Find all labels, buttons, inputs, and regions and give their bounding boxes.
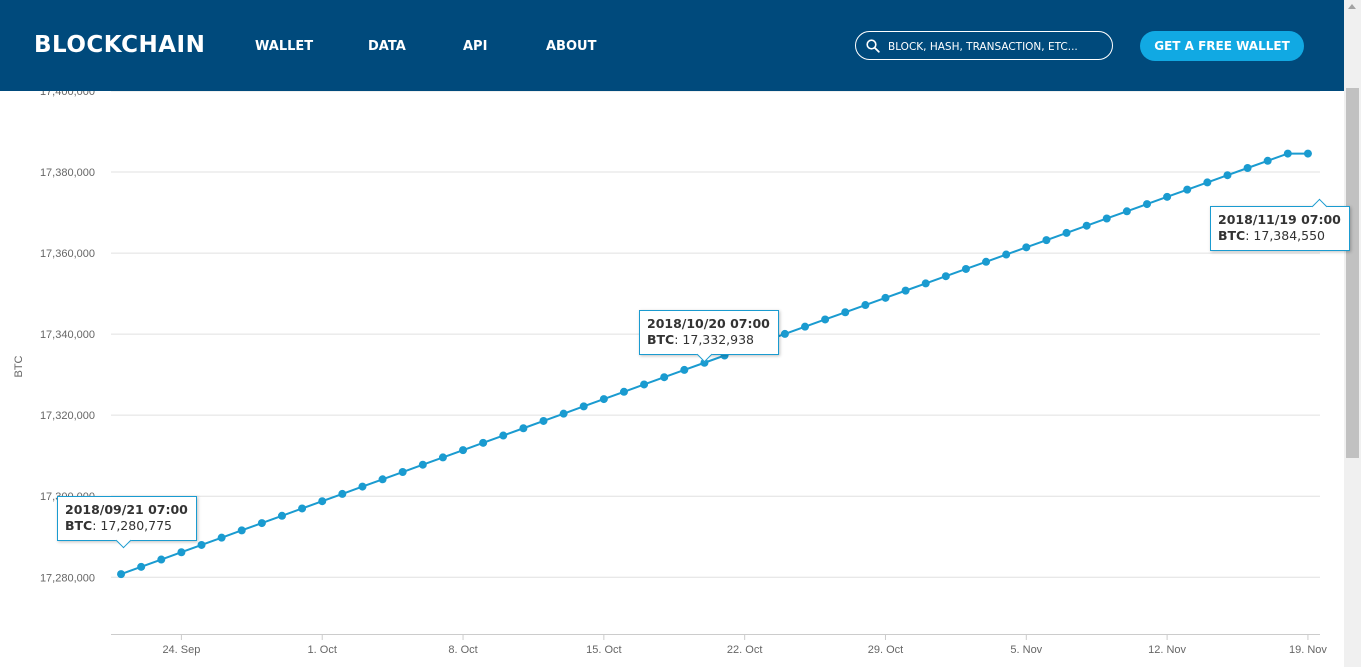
data-point[interactable]	[137, 562, 146, 571]
tooltip-mid-value: 17,332,938	[682, 332, 754, 347]
data-point[interactable]	[257, 519, 266, 528]
data-point[interactable]	[1022, 243, 1031, 252]
data-point[interactable]	[358, 482, 367, 491]
data-point[interactable]	[398, 468, 407, 477]
data-point[interactable]	[861, 301, 870, 310]
tooltip-end: 2018/11/19 07:00 BTC: 17,384,550	[1210, 206, 1350, 251]
tooltip-start-series: BTC	[65, 518, 93, 533]
data-point[interactable]	[1223, 171, 1232, 180]
tooltip-end-series: BTC	[1218, 228, 1246, 243]
data-point[interactable]	[519, 424, 528, 433]
data-point[interactable]	[338, 489, 347, 498]
data-point[interactable]	[1163, 192, 1172, 201]
data-point[interactable]	[821, 315, 830, 324]
data-point[interactable]	[660, 373, 669, 382]
nav-data[interactable]: DATA	[368, 39, 406, 54]
tooltip-mid-date: 2018/10/20 07:00	[647, 316, 770, 331]
y-tick-label: 17,340,000	[40, 329, 95, 341]
data-point[interactable]	[499, 431, 508, 440]
y-tick-label: 17,360,000	[40, 248, 95, 260]
data-point[interactable]	[1283, 149, 1292, 158]
data-point[interactable]	[117, 570, 126, 579]
tooltip-mid: 2018/10/20 07:00 BTC: 17,332,938	[639, 310, 779, 355]
data-point[interactable]	[177, 548, 186, 557]
data-point[interactable]	[901, 286, 910, 295]
search-input[interactable]	[886, 36, 1112, 58]
nav-about[interactable]: ABOUT	[546, 39, 597, 54]
data-point[interactable]	[418, 460, 427, 469]
y-tick-label: 17,280,000	[40, 572, 95, 584]
data-point[interactable]	[277, 511, 286, 520]
scrollbar[interactable]	[1344, 0, 1361, 667]
x-tick-label: 24. Sep	[162, 644, 200, 656]
tooltip-end-value: 17,384,550	[1253, 228, 1325, 243]
get-free-wallet-button[interactable]: GET A FREE WALLET	[1140, 31, 1304, 61]
data-point[interactable]	[599, 395, 608, 404]
y-tick-label: 17,320,000	[40, 410, 95, 422]
tooltip-start: 2018/09/21 07:00 BTC: 17,280,775	[57, 496, 197, 541]
x-tick-label: 15. Oct	[586, 644, 621, 656]
data-point[interactable]	[921, 279, 930, 288]
y-tick-label: 17,400,000	[40, 91, 95, 98]
data-point[interactable]	[680, 365, 689, 374]
data-point[interactable]	[217, 533, 226, 542]
data-point[interactable]	[961, 264, 970, 273]
data-point[interactable]	[982, 257, 991, 266]
data-point[interactable]	[1142, 200, 1151, 209]
data-point[interactable]	[237, 526, 246, 535]
data-point[interactable]	[1042, 236, 1051, 245]
tooltip-start-date: 2018/09/21 07:00	[65, 502, 188, 517]
data-point[interactable]	[841, 308, 850, 317]
data-point[interactable]	[539, 416, 548, 425]
data-point[interactable]	[1062, 228, 1071, 237]
data-point[interactable]	[378, 475, 387, 484]
x-tick-label: 29. Oct	[868, 644, 903, 656]
y-axis-label: BTC	[13, 355, 25, 377]
data-point[interactable]	[881, 293, 890, 302]
data-point[interactable]	[1122, 207, 1131, 216]
scroll-thumb[interactable]	[1346, 88, 1359, 458]
data-point[interactable]	[619, 387, 628, 396]
data-point[interactable]	[197, 540, 206, 549]
nav-api[interactable]: API	[463, 39, 488, 54]
data-point[interactable]	[1203, 178, 1212, 187]
data-point[interactable]	[579, 402, 588, 411]
data-point[interactable]	[479, 438, 488, 447]
data-point[interactable]	[1102, 214, 1111, 223]
data-point[interactable]	[1243, 164, 1252, 173]
x-tick-label: 8. Oct	[448, 644, 477, 656]
y-tick-label: 17,380,000	[40, 167, 95, 179]
x-tick-label: 22. Oct	[727, 644, 762, 656]
data-point[interactable]	[559, 409, 568, 418]
data-point[interactable]	[1263, 156, 1272, 165]
x-tick-label: 12. Nov	[1148, 644, 1186, 656]
site-header: BLOCKCHAIN WALLET DATA API ABOUT GET A F…	[0, 0, 1344, 91]
data-point[interactable]	[438, 453, 447, 462]
x-tick-label: 19. Nov	[1289, 644, 1327, 656]
data-point[interactable]	[1183, 185, 1192, 194]
tooltip-end-date: 2018/11/19 07:00	[1218, 212, 1341, 227]
data-point[interactable]	[640, 380, 649, 389]
search-icon	[866, 39, 880, 53]
x-tick-label: 1. Oct	[308, 644, 337, 656]
data-point[interactable]	[459, 446, 468, 455]
data-point[interactable]	[318, 497, 327, 506]
data-point[interactable]	[801, 322, 810, 331]
btc-supply-chart: 17,280,00017,300,00017,320,00017,340,000…	[13, 91, 1327, 656]
data-point[interactable]	[780, 329, 789, 338]
data-point[interactable]	[1303, 149, 1312, 158]
x-tick-label: 5. Nov	[1010, 644, 1042, 656]
data-point[interactable]	[1002, 250, 1011, 259]
nav-wallet[interactable]: WALLET	[255, 39, 314, 54]
search-box[interactable]	[855, 31, 1113, 60]
data-point[interactable]	[298, 504, 307, 513]
data-point[interactable]	[1082, 221, 1091, 230]
tooltip-start-value: 17,280,775	[100, 518, 172, 533]
data-point[interactable]	[157, 555, 166, 564]
data-point[interactable]	[941, 272, 950, 281]
logo[interactable]: BLOCKCHAIN	[34, 32, 206, 58]
tooltip-mid-series: BTC	[647, 332, 675, 347]
scroll-up-icon[interactable]	[1348, 4, 1356, 9]
